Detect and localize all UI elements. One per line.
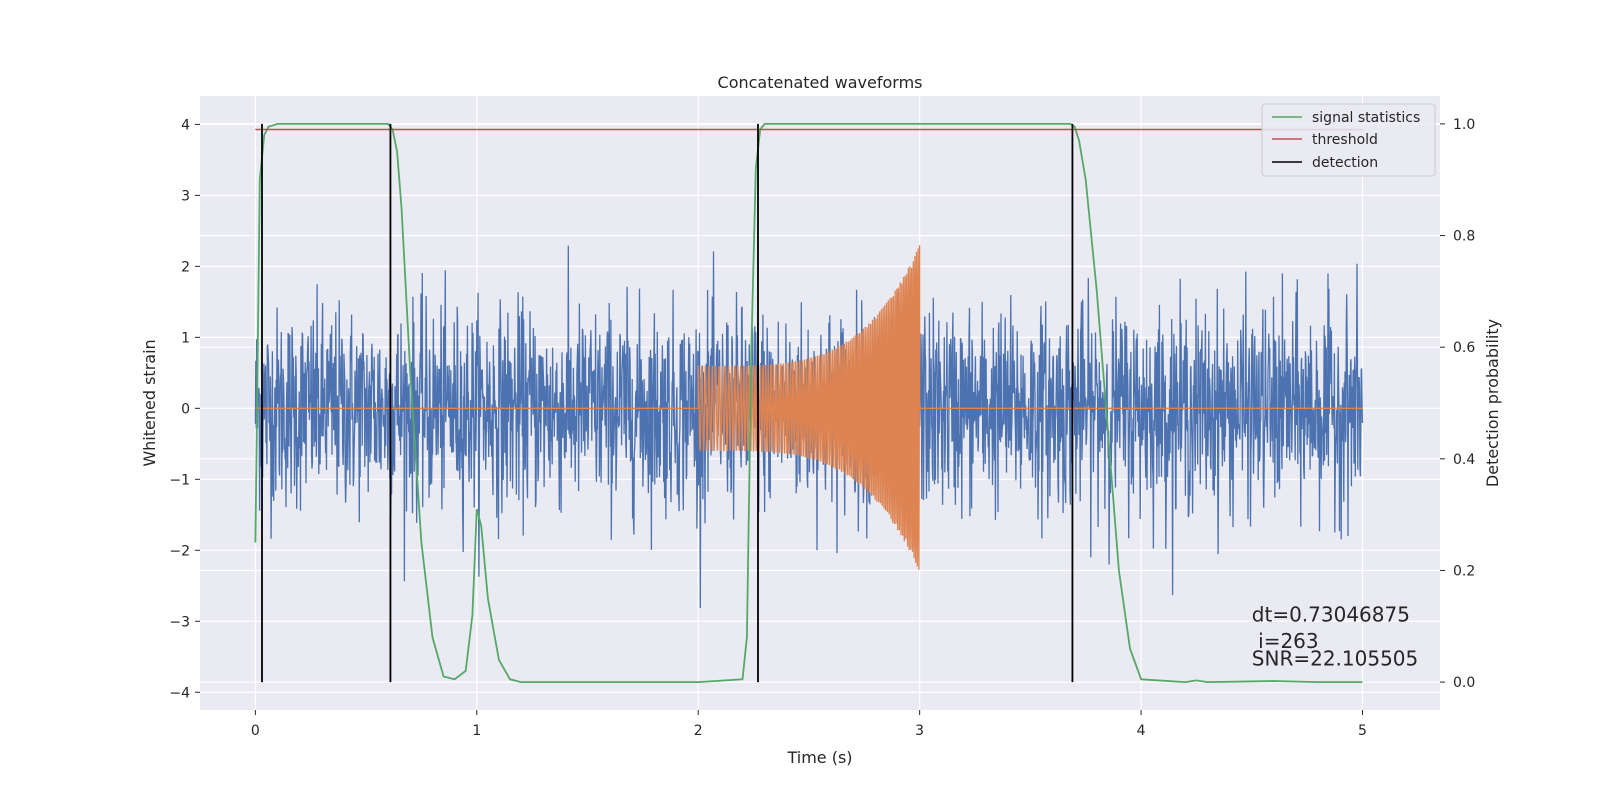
legend-label-threshold: threshold — [1312, 132, 1378, 148]
y2-tick-label: 0.2 — [1453, 563, 1475, 579]
y2-tick-label: 0.6 — [1453, 340, 1475, 356]
y-axis-label: Whitened strain — [140, 339, 159, 466]
y-tick-label: −3 — [169, 614, 190, 630]
y-tick-label: 2 — [181, 259, 190, 275]
plot-area — [254, 123, 1364, 684]
y-tick-label: 1 — [181, 330, 190, 346]
legend-box — [1261, 103, 1436, 177]
y-tick-label: 0 — [181, 401, 190, 417]
x-axis-label: Time (s) — [786, 748, 852, 767]
x-tick-label: 5 — [1358, 723, 1367, 739]
x-tick-label: 0 — [251, 723, 260, 739]
legend-label-detection: detection — [1312, 155, 1378, 171]
y-tick-label: −4 — [169, 685, 190, 701]
y-tick-label: 3 — [181, 188, 190, 204]
chart-title: Concatenated waveforms — [718, 73, 923, 92]
annotation-snr: SNR=22.105505 — [1252, 646, 1418, 670]
y-tick-label: −2 — [169, 543, 190, 559]
axes: 0 1 2 3 4 5 −4 −3 −2 −1 0 1 2 3 4 0.0 0.2 0.4 0.6 0.8 1.0 — [169, 117, 1475, 739]
series-signal-statistics-line — [254, 123, 1363, 684]
y-tick-label: 4 — [181, 117, 190, 133]
y2-tick-label: 0.8 — [1453, 229, 1475, 245]
legend: signal statistics threshold detection — [1261, 103, 1436, 177]
legend-label-signal-statistics: signal statistics — [1312, 110, 1420, 126]
y2-tick-label: 0.0 — [1453, 675, 1475, 691]
y2-tick-label: 1.0 — [1453, 117, 1475, 133]
x-tick-label: 4 — [1137, 723, 1146, 739]
series-chirp-line — [255, 245, 1363, 570]
annotation-dt: dt=0.73046875 — [1252, 602, 1410, 626]
x-tick-label: 1 — [472, 723, 481, 739]
y-tick-label: −1 — [169, 472, 190, 488]
x-tick-label: 3 — [915, 723, 924, 739]
y2-tick-label: 0.4 — [1453, 452, 1475, 468]
annotations: dt=0.73046875 i=263 SNR=22.105505 — [1252, 602, 1418, 670]
y2-axis-label: Detection probability — [1483, 319, 1502, 487]
x-tick-label: 2 — [694, 723, 703, 739]
annotation-i: i=263 — [1252, 629, 1319, 653]
